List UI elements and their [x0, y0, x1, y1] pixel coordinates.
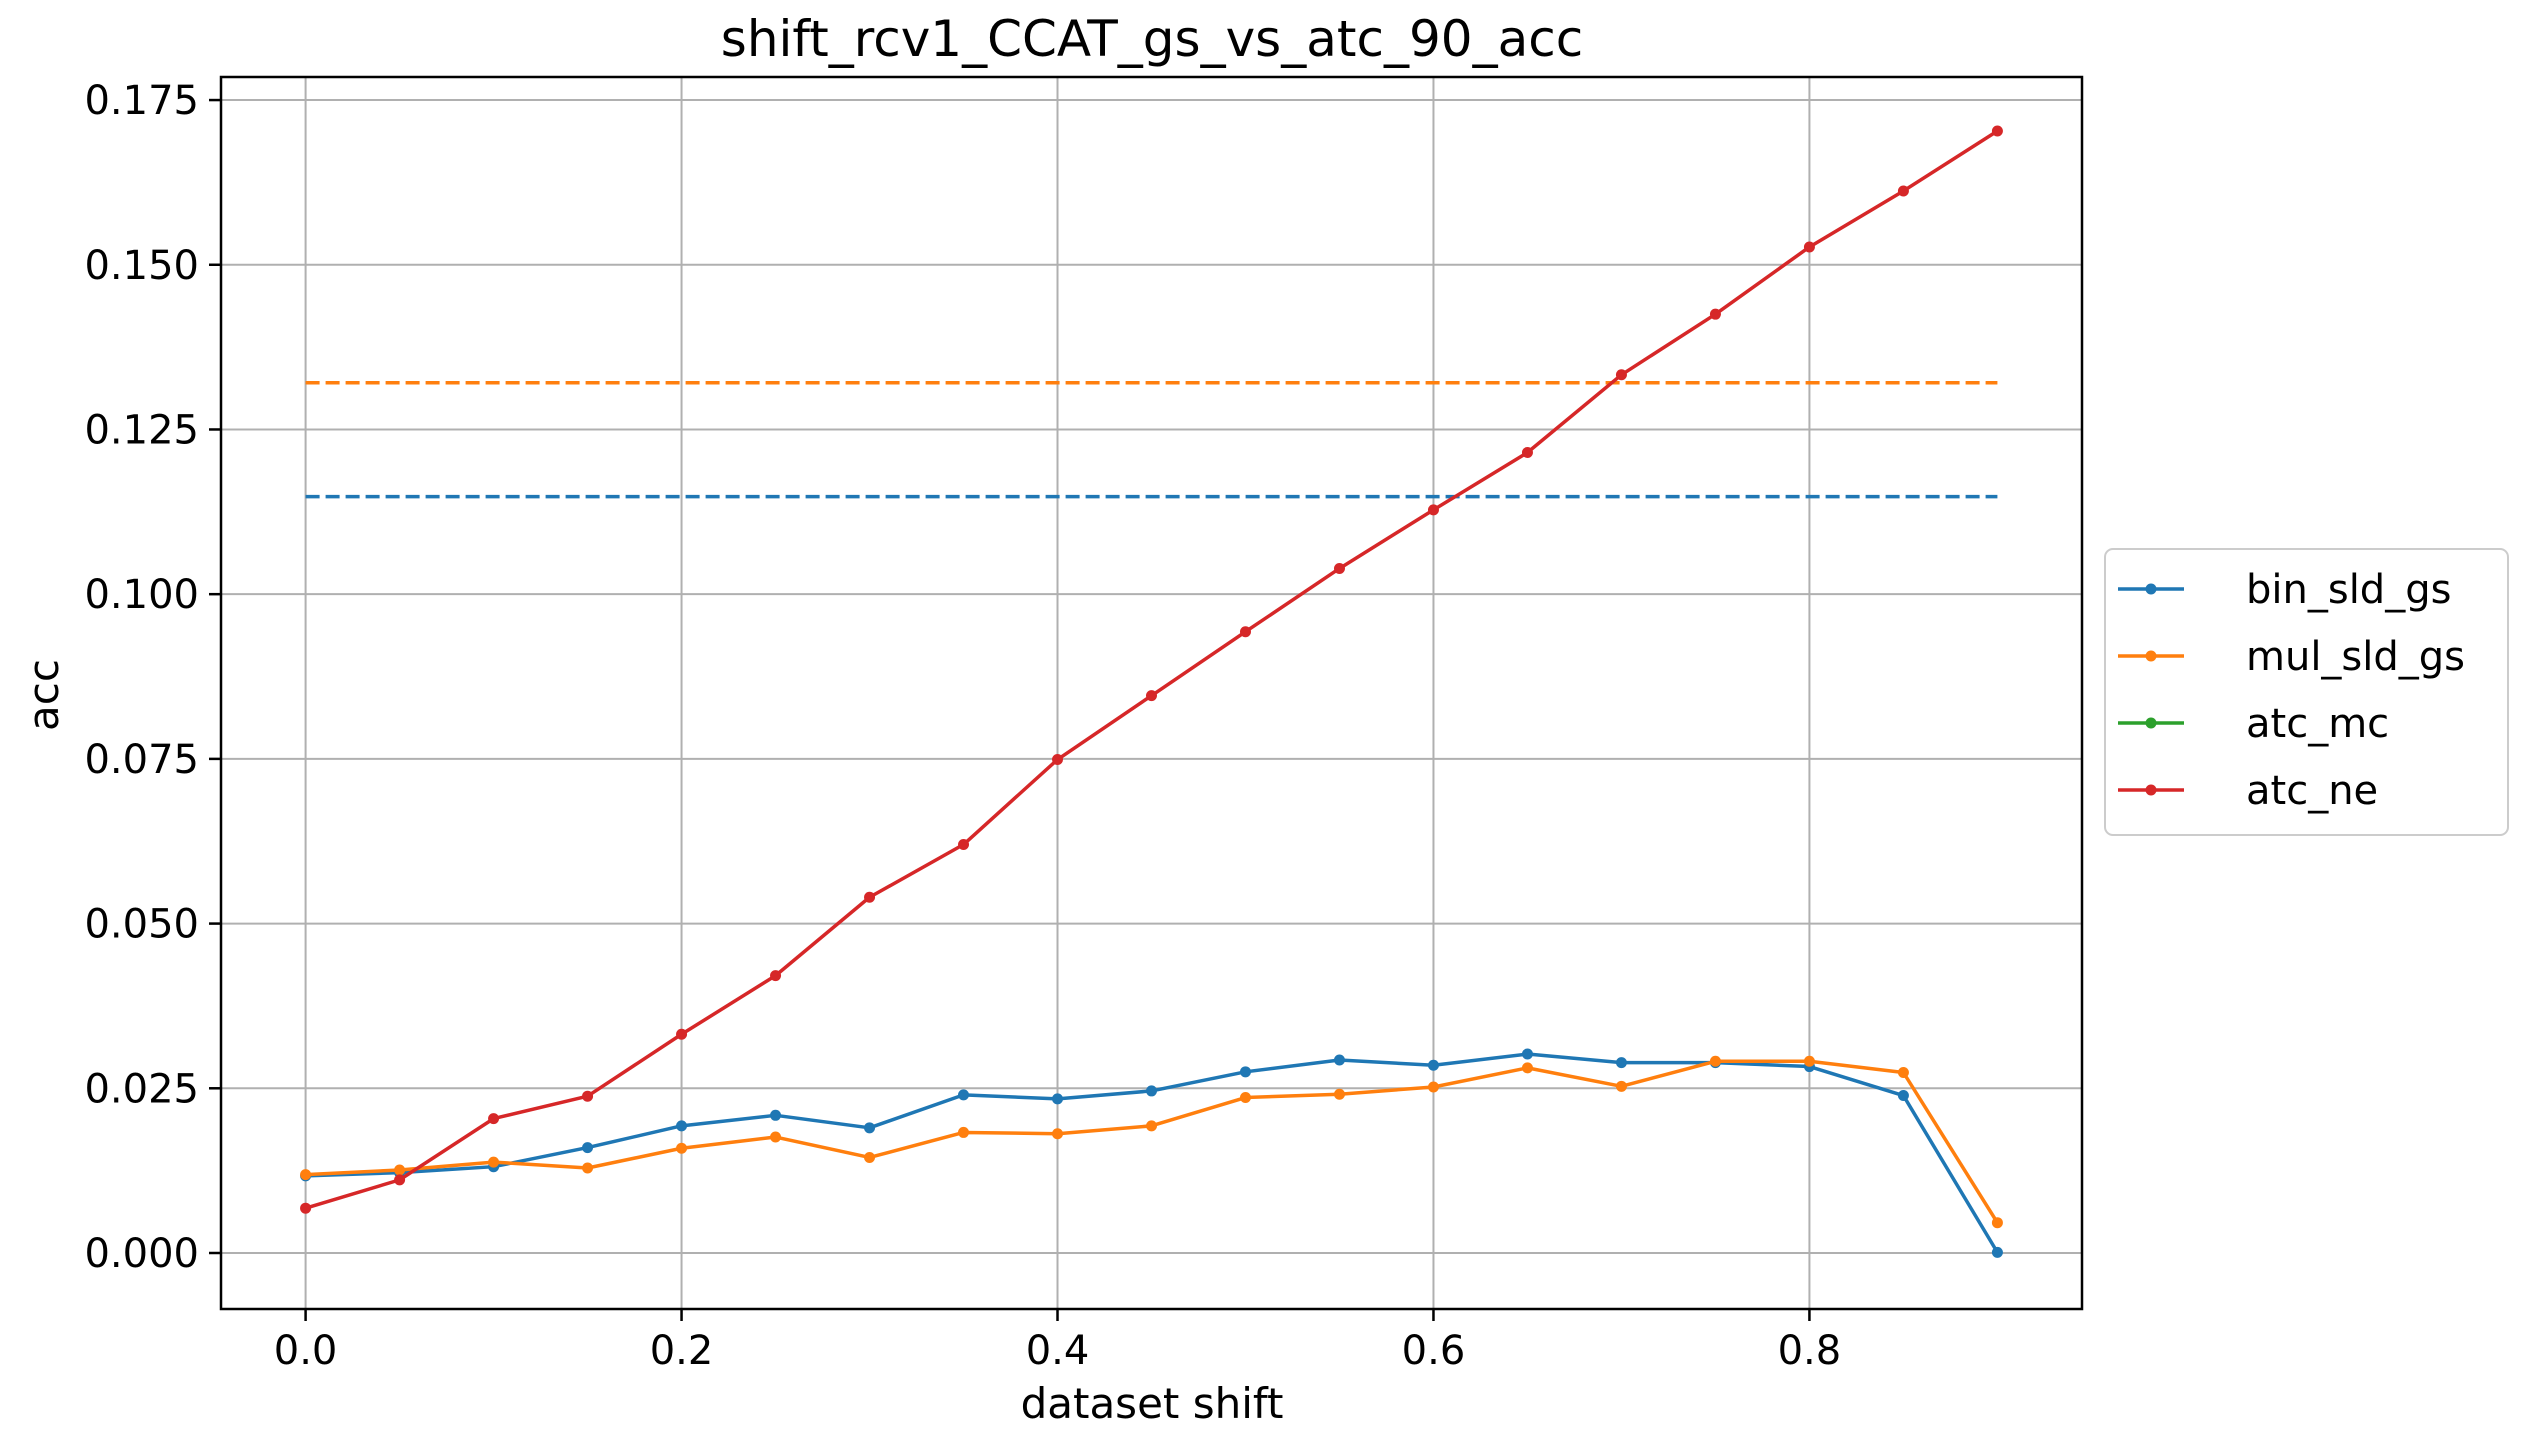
y-tick-label: 0.050	[84, 902, 199, 948]
x-tick-label: 0.0	[274, 1328, 338, 1374]
legend-marker-atc_ne	[2145, 784, 2157, 796]
mul_sld_gs-point	[300, 1169, 312, 1181]
legend-box	[2104, 548, 2509, 836]
mul_sld_gs-point	[1427, 1081, 1439, 1093]
axis-ticks: 0.0 0.2 0.4 0.6 0.8 0.000 0.025 0.050 0.075 0.100…	[84, 78, 1841, 1374]
bin_sld_gs-point	[1239, 1066, 1251, 1078]
atc_ne-point	[1239, 626, 1251, 638]
legend-marker-bin_sld_gs	[2145, 583, 2157, 595]
mul_sld_gs-point	[582, 1162, 594, 1174]
legend-label: mul_sld_gs	[2246, 634, 2465, 680]
atc_ne-point	[1897, 185, 1909, 197]
y-tick-label: 0.075	[84, 737, 199, 783]
mul_sld_gs-point	[958, 1126, 970, 1138]
atc_ne-point	[770, 970, 782, 982]
bin_sld_gs-point	[1615, 1057, 1627, 1069]
mul_sld_gs-point	[1521, 1062, 1533, 1074]
mul_sld_gs-point	[1052, 1128, 1064, 1140]
y-tick-label: 0.150	[84, 243, 199, 289]
legend-label: atc_mc	[2246, 701, 2389, 747]
bin_sld_gs-point	[1427, 1059, 1439, 1071]
mul_sld_gs-point	[770, 1131, 782, 1143]
mul_sld_gs-point	[1146, 1120, 1157, 1132]
atc_ne-point	[1615, 369, 1627, 381]
atc_ne-point	[1709, 308, 1721, 320]
x-tick-label: 0.6	[1402, 1328, 1466, 1374]
mul_sld_gs-point	[1333, 1088, 1345, 1100]
x-tick-label: 0.8	[1778, 1328, 1842, 1374]
atc_ne-point	[676, 1028, 688, 1040]
atc_ne-point	[582, 1090, 594, 1102]
mul_sld_gs-point	[676, 1142, 688, 1154]
plot-series	[300, 125, 2003, 1258]
x-tick-label: 0.4	[1026, 1328, 1090, 1374]
chart-title: shift_rcv1_CCAT_gs_vs_atc_90_acc	[721, 10, 1583, 68]
atc_ne-point	[1803, 241, 1815, 253]
mul_sld_gs-point	[1239, 1092, 1251, 1104]
mul_sld_gs-point	[488, 1156, 500, 1168]
bin_sld_gs-point	[1521, 1048, 1533, 1060]
bin_sld_gs-point	[1897, 1090, 1909, 1102]
mul_sld_gs-point	[1897, 1066, 1909, 1078]
x-axis-label: dataset shift	[1021, 1379, 1284, 1428]
atc_ne-point	[300, 1202, 312, 1214]
mul_sld_gs-point	[1991, 1217, 2003, 1229]
mul_sld_gs-point	[394, 1164, 406, 1176]
y-axis-label: acc	[19, 659, 68, 731]
bin_sld_gs-point	[1991, 1246, 2003, 1258]
plot-area-frame	[219, 75, 2084, 1311]
atc_ne-point	[1521, 447, 1533, 459]
bin_sld_gs-point	[770, 1109, 782, 1121]
atc_ne-point	[1991, 125, 2003, 137]
mul_sld_gs-point	[1803, 1055, 1815, 1067]
y-tick-label: 0.000	[84, 1231, 199, 1277]
bin_sld_gs-point	[1333, 1054, 1345, 1066]
y-tick-label: 0.175	[84, 78, 199, 124]
legend-marker-mul_sld_gs	[2145, 650, 2157, 662]
mul_sld_gs-point	[1615, 1080, 1627, 1092]
atc_ne-point	[1333, 562, 1345, 574]
mul_sld_gs-point	[864, 1151, 876, 1163]
x-tick-label: 0.2	[650, 1328, 714, 1374]
legend-label: bin_sld_gs	[2246, 567, 2451, 613]
bin_sld_gs-point	[582, 1142, 594, 1154]
bin_sld_gs-point	[958, 1089, 970, 1101]
bin_sld_gs-point	[676, 1120, 688, 1132]
legend: bin_sld_gs mul_sld_gs atc_mc atc_ne	[2104, 548, 2509, 836]
atc_ne-point	[1427, 504, 1439, 516]
y-tick-label: 0.100	[84, 572, 199, 618]
atc_ne-point	[958, 839, 970, 851]
atc_ne-point	[864, 891, 876, 903]
atc_ne-point	[394, 1174, 406, 1186]
y-tick-label: 0.025	[84, 1066, 199, 1112]
grid	[221, 77, 2082, 1309]
y-tick-label: 0.125	[84, 407, 199, 453]
legend-marker-atc_mc	[2145, 717, 2157, 729]
atc_ne-point	[1146, 690, 1157, 702]
atc_ne-point	[1052, 754, 1064, 766]
mul_sld_gs-point	[1709, 1055, 1721, 1067]
legend-label: atc_ne	[2246, 768, 2378, 814]
bin_sld_gs-point	[1146, 1085, 1157, 1097]
atc_ne-point	[488, 1113, 500, 1125]
bin_sld_gs-point	[864, 1122, 876, 1134]
bin_sld_gs-point	[1052, 1093, 1064, 1105]
